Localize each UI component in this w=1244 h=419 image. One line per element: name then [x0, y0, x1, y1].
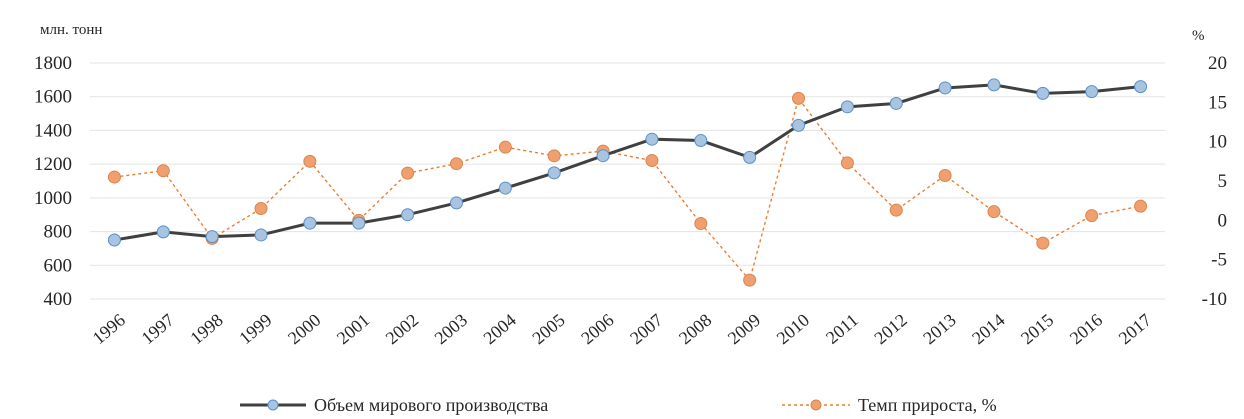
point-production [840, 100, 854, 114]
x-axis-ticks: 1996 1997 1998 1999 2000 2001 2002 2003 2004 2005… [89, 310, 1156, 348]
point-production [401, 208, 415, 222]
left-tick-label: 1000 [34, 188, 72, 209]
legend-item-growth: Темп прироста, % [782, 395, 997, 415]
left-tick-label: 1800 [34, 53, 72, 74]
point-production [938, 81, 952, 95]
left-tick-label: 1200 [34, 154, 72, 175]
series-area [107, 78, 1148, 287]
left-tick-label: 600 [44, 255, 73, 276]
x-tick-label: 1999 [235, 310, 275, 348]
point-production [645, 132, 659, 146]
left-axis-ticks: 1800 1600 1400 1200 1000 800 600 400 [34, 53, 72, 310]
x-tick-label: 2007 [626, 310, 666, 348]
point-growth [645, 154, 659, 168]
point-production [1134, 80, 1148, 94]
right-axis-ticks: 20 15 10 5 0 -5 -10 [1202, 53, 1227, 310]
right-tick-label: 10 [1208, 132, 1227, 153]
x-tick-label: 2004 [479, 310, 519, 348]
point-production [547, 166, 561, 180]
x-tick-label: 2000 [284, 310, 324, 348]
right-tick-label: 5 [1218, 171, 1228, 192]
legend-label-growth: Темп прироста, % [858, 395, 997, 415]
point-growth [449, 157, 463, 171]
left-tick-label: 1400 [34, 120, 72, 141]
point-production [1085, 85, 1099, 99]
point-production [1036, 86, 1050, 100]
point-growth [743, 273, 757, 287]
left-tick-label: 400 [44, 289, 73, 310]
point-growth [792, 91, 806, 105]
x-tick-label: 2016 [1066, 310, 1106, 348]
x-tick-label: 1997 [137, 310, 177, 348]
point-growth [694, 216, 708, 230]
point-growth [547, 149, 561, 163]
right-tick-label: 15 [1208, 92, 1227, 113]
point-growth [498, 140, 512, 154]
x-tick-label: 2014 [968, 310, 1008, 348]
point-growth [987, 205, 1001, 219]
point-production [156, 225, 170, 239]
x-tick-label: 2012 [870, 310, 910, 348]
right-tick-label: -5 [1211, 250, 1227, 271]
left-tick-label: 800 [44, 222, 73, 243]
right-tick-label: 0 [1218, 210, 1228, 231]
x-tick-label: 1996 [89, 310, 129, 348]
series-line-growth [114, 96, 1141, 282]
point-growth [1036, 236, 1050, 250]
point-production [352, 216, 366, 230]
point-growth [254, 202, 268, 216]
point-production [303, 216, 317, 230]
point-growth [938, 168, 952, 182]
x-tick-label: 2001 [333, 310, 373, 348]
point-production [205, 230, 219, 244]
x-tick-label: 2017 [1115, 310, 1155, 348]
point-growth [401, 166, 415, 180]
x-tick-label: 2008 [675, 310, 715, 348]
point-production [596, 149, 610, 163]
x-tick-label: 2005 [528, 310, 568, 348]
x-tick-label: 2015 [1017, 310, 1057, 348]
x-tick-label: 2009 [724, 310, 764, 348]
legend-item-production: Объем мирового производства [240, 395, 548, 415]
point-production [743, 150, 757, 164]
point-production [889, 96, 903, 110]
point-production [107, 233, 121, 247]
left-axis-unit: млн. тонн [40, 22, 102, 38]
x-tick-label: 2011 [822, 310, 862, 348]
x-tick-label: 1998 [186, 310, 226, 348]
point-production [449, 196, 463, 210]
gridlines [90, 62, 1165, 300]
legend: Объем мирового производства Темп прирост… [240, 395, 997, 415]
point-growth [840, 156, 854, 170]
x-tick-label: 2003 [431, 310, 471, 348]
point-growth [1134, 199, 1148, 213]
legend-marker-production [267, 399, 279, 411]
x-tick-label: 2013 [919, 310, 959, 348]
left-tick-label: 1600 [34, 87, 72, 108]
point-growth [107, 170, 121, 184]
right-tick-label: -10 [1202, 289, 1227, 310]
point-growth [889, 203, 903, 217]
legend-label-production: Объем мирового производства [314, 395, 548, 415]
right-tick-label: 20 [1208, 53, 1227, 74]
point-growth [1085, 209, 1099, 223]
point-production [254, 228, 268, 242]
point-production [694, 134, 708, 148]
legend-marker-growth [810, 399, 822, 411]
x-tick-label: 2010 [773, 310, 813, 348]
series-line-production [114, 83, 1141, 242]
point-growth [303, 154, 317, 168]
x-tick-label: 2002 [382, 310, 422, 348]
point-production [792, 118, 806, 132]
point-production [498, 181, 512, 195]
point-production [987, 78, 1001, 92]
right-axis-unit: % [1192, 28, 1205, 44]
point-growth [156, 164, 170, 178]
x-tick-label: 2006 [577, 310, 617, 348]
